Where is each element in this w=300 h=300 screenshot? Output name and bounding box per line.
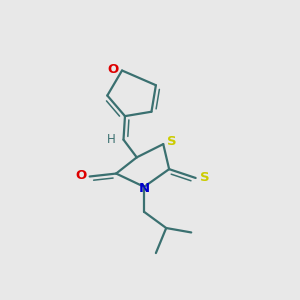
Text: O: O: [75, 169, 86, 182]
Text: S: S: [200, 171, 209, 184]
Text: S: S: [167, 135, 177, 148]
Text: H: H: [107, 133, 116, 146]
Text: N: N: [139, 182, 150, 195]
Text: O: O: [107, 63, 118, 76]
